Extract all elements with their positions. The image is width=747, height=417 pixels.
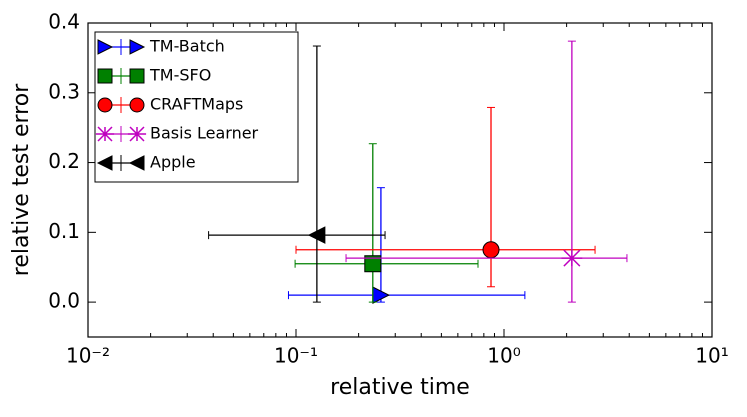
point xyxy=(307,226,326,244)
legend-label: Apple xyxy=(150,153,196,172)
x-tick-label: 10¹ xyxy=(695,344,728,368)
legend-marker xyxy=(127,126,147,142)
legend-marker xyxy=(96,155,113,171)
y-tick-label: 0.1 xyxy=(48,219,80,243)
y-tick-label: 0.2 xyxy=(48,149,80,173)
x-tick-label: 10⁰ xyxy=(487,344,520,368)
legend-marker xyxy=(97,39,114,55)
point xyxy=(482,241,500,259)
point xyxy=(561,249,583,267)
legend-label: TM-SFO xyxy=(149,66,211,85)
legend-box xyxy=(94,31,299,183)
point xyxy=(364,255,382,273)
y-tick-label: 0.3 xyxy=(48,79,80,103)
x-axis-label: relative time xyxy=(330,375,470,400)
y-tick-label: 0.4 xyxy=(48,10,80,34)
y-tick-label: 0.0 xyxy=(48,289,80,313)
legend-marker xyxy=(97,68,113,84)
legend-label: CRAFTMaps xyxy=(150,95,243,114)
plot-frame xyxy=(87,22,713,338)
x-tick-label: 10⁻² xyxy=(66,344,110,368)
legend-marker xyxy=(129,39,146,55)
legend-marker xyxy=(95,126,115,142)
legend-marker xyxy=(128,155,145,171)
y-axis-label: relative test error xyxy=(9,83,34,276)
x-tick-label: 10⁻¹ xyxy=(274,344,318,368)
legend-marker xyxy=(129,97,145,113)
legend-label: TM-Batch xyxy=(149,37,225,56)
legend-marker xyxy=(129,68,145,84)
legend-marker xyxy=(97,97,113,113)
legend-label: Basis Learner xyxy=(150,124,259,143)
